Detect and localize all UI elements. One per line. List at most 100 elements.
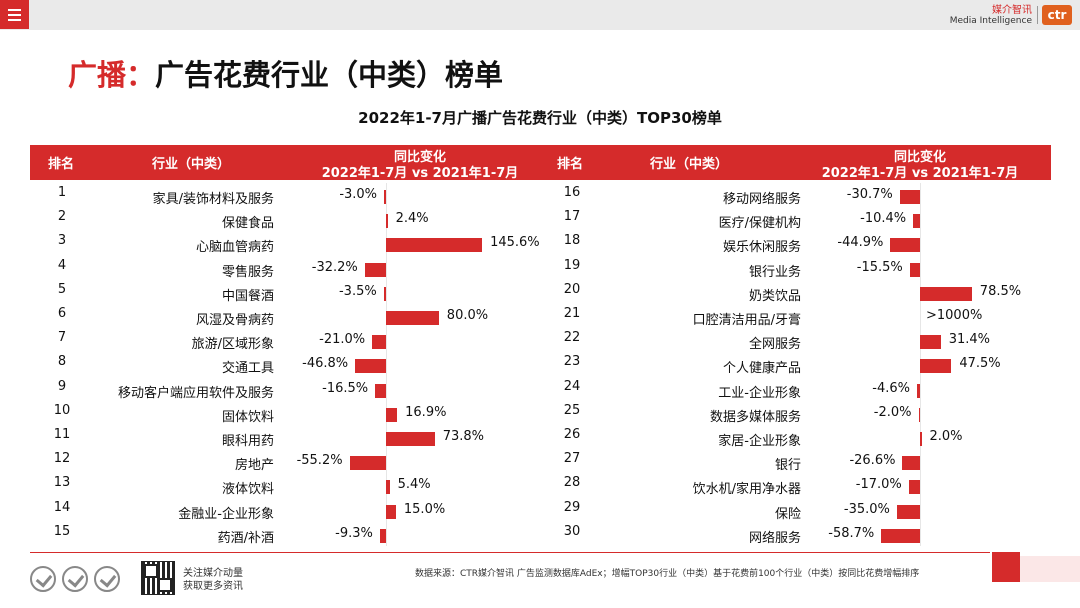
industry-label: 金融业-企业形象 <box>178 506 274 522</box>
logo-divider <box>1037 6 1038 24</box>
bar <box>383 286 386 301</box>
industry-label: 家居-企业形象 <box>718 434 801 449</box>
data-label: 47.5% <box>959 356 1001 372</box>
header-industry-right: 行业（中类） <box>650 157 729 172</box>
data-label: 2.4% <box>395 211 429 227</box>
bar <box>386 480 390 495</box>
header-industry-left: 行业（中类） <box>152 157 231 172</box>
bar <box>909 262 920 277</box>
rank-cell: 10 <box>53 402 71 418</box>
data-label: 145.6% <box>490 235 540 251</box>
follow-line-2: 获取更多资讯 <box>183 581 243 592</box>
data-label: 31.4% <box>948 332 991 348</box>
data-label: 15.0% <box>403 501 446 517</box>
top-bar: 媒介智讯 Media Intelligence ctr <box>0 0 1080 30</box>
bar <box>881 528 920 543</box>
data-label: -2.0% <box>873 404 912 420</box>
rank-cell: 25 <box>563 402 581 418</box>
data-label: -21.0% <box>319 332 366 348</box>
rank-cell: 16 <box>563 185 581 200</box>
industry-label: 口腔清洁用品/牙膏 <box>692 313 801 328</box>
bar <box>918 407 920 422</box>
rank-cell: 14 <box>53 499 71 515</box>
industry-label: 移动客户端应用软件及服务 <box>117 385 274 401</box>
qr-code-icon <box>141 561 175 595</box>
data-label: -46.8% <box>302 356 349 372</box>
industry-label: 银行业务 <box>748 264 801 280</box>
industry-label: 娱乐休闲服务 <box>722 240 801 256</box>
industry-label: 风湿及骨病药 <box>195 313 274 328</box>
rank-cell: 9 <box>57 378 67 394</box>
industry-label: 网络服务 <box>748 530 801 546</box>
industry-label: 医疗/保健机构 <box>718 216 801 232</box>
bar <box>379 528 386 543</box>
chart-title: 2022年1-7月广播广告花费行业（中类）TOP30榜单 <box>358 109 722 127</box>
data-label: -55.2% <box>296 453 343 469</box>
data-label: 16.9% <box>405 404 447 420</box>
data-label: 73.8% <box>442 429 485 444</box>
menu-icon[interactable] <box>0 0 29 29</box>
header-change-left-1: 同比变化 <box>393 150 446 165</box>
bar <box>386 504 396 519</box>
rank-cell: 1 <box>57 185 67 200</box>
ctr-logo: ctr <box>1042 5 1072 25</box>
rank-cell: 12 <box>53 451 71 467</box>
footer-accent-light <box>1020 556 1080 582</box>
bar <box>896 504 920 519</box>
page-title-prefix: 广播： <box>68 58 156 92</box>
bar <box>920 432 922 446</box>
header-change-right-2: 2022年1-7月 vs 2021年1-7月 <box>821 166 1019 181</box>
data-label: -10.4% <box>860 211 907 227</box>
industry-label: 心脑血管病药 <box>195 240 274 256</box>
industry-label: 旅游/区域形象 <box>191 337 274 353</box>
bar <box>920 335 941 350</box>
rank-cell: 27 <box>563 451 581 467</box>
certification-badge-icon <box>94 566 120 592</box>
footer-accent-block <box>992 552 1020 582</box>
industry-label: 交通工具 <box>221 361 274 377</box>
bar <box>386 311 439 325</box>
bar <box>913 214 920 229</box>
rank-cell: 18 <box>563 233 581 249</box>
industry-label: 药酒/补酒 <box>217 530 274 546</box>
data-label: -16.5% <box>322 380 369 396</box>
bar <box>908 480 920 495</box>
rank-cell: 17 <box>563 209 581 225</box>
industry-label: 数据多媒体服务 <box>709 409 801 425</box>
bar <box>386 214 388 229</box>
bar <box>375 383 386 398</box>
industry-label: 家具/装饰材料及服务 <box>152 192 274 207</box>
bar <box>899 190 920 204</box>
certification-badge-icon <box>62 566 88 592</box>
bar <box>384 190 386 204</box>
industry-label: 个人健康产品 <box>722 361 801 377</box>
data-source: 数据来源：CTR媒介智讯 广告监测数据库AdEx；增幅TOP30行业（中类）基于… <box>415 569 920 579</box>
follow-line-1: 关注媒介动量 <box>183 568 243 579</box>
rank-cell: 15 <box>53 523 71 539</box>
header-rank-left: 排名 <box>48 157 75 172</box>
rank-cell: 19 <box>563 257 581 273</box>
bar <box>349 456 386 471</box>
industry-label: 饮水机/家用净水器 <box>692 482 801 498</box>
data-label: -3.5% <box>338 283 377 299</box>
rank-cell: 22 <box>563 330 581 346</box>
bar <box>386 238 483 253</box>
rank-cell: 6 <box>57 306 67 321</box>
industry-label: 保健食品 <box>221 216 274 232</box>
industry-label: 中国餐酒 <box>221 288 274 304</box>
certification-badge-icon <box>30 566 56 592</box>
industry-label: 全网服务 <box>748 337 801 353</box>
bar <box>386 432 435 446</box>
data-label: -15.5% <box>856 259 903 275</box>
industry-label: 保险 <box>774 506 801 522</box>
industry-label: 奶类饮品 <box>748 288 801 304</box>
data-label: >1000% <box>926 308 983 323</box>
rank-cell: 13 <box>53 475 71 491</box>
header-change-right-1: 同比变化 <box>893 150 946 165</box>
rank-cell: 28 <box>563 475 581 491</box>
rank-cell: 7 <box>57 330 67 346</box>
page-title: 广播：广告花费行业（中类）榜单 <box>68 52 503 94</box>
data-label: 5.4% <box>397 477 431 493</box>
bar <box>386 407 398 422</box>
bar <box>372 335 386 350</box>
